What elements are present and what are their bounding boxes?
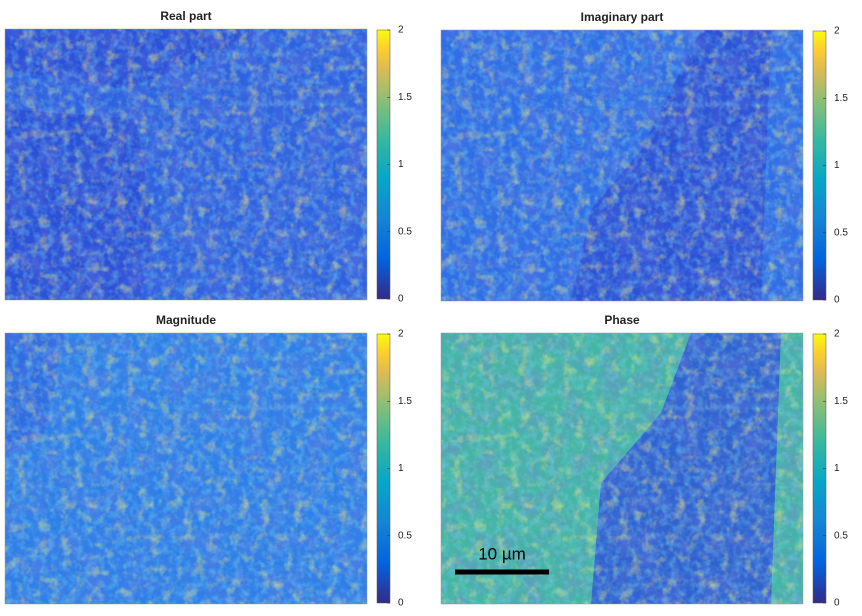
panel-title: Imaginary part	[581, 10, 664, 24]
image-frame	[4, 28, 368, 301]
image-frame	[440, 29, 804, 302]
colorbar-tick-label: 1	[398, 159, 404, 170]
colorbar-tick-label: 2	[834, 329, 840, 340]
colorbar-tick-label: 1.5	[398, 92, 412, 103]
colorbar-tick-label: 2	[834, 26, 840, 37]
colorbar-tick-label: 1	[834, 160, 840, 171]
colorbar-tick-label: 1	[398, 463, 404, 474]
colorbar-tick-label: 0	[398, 598, 404, 609]
colorbar-tick-label: 1.5	[834, 396, 848, 407]
image-texture	[5, 333, 367, 604]
image-frame	[4, 332, 368, 605]
image	[440, 29, 804, 302]
colorbar-tick-label: 0.5	[834, 530, 848, 541]
colorbar-tick-label: 2	[398, 329, 404, 340]
panel-title: Magnitude	[156, 313, 216, 327]
panel-title: Real part	[160, 9, 211, 23]
colorbar-tick-label: 0	[834, 598, 840, 609]
image-texture	[441, 333, 803, 604]
colorbar-tick-label: 0	[834, 295, 840, 306]
colorbar-tick-label: 1.5	[398, 396, 412, 407]
colorbar-tick-label: 0.5	[398, 530, 412, 541]
colorbar-tick-label: 0.5	[398, 226, 412, 237]
image-texture	[441, 30, 803, 301]
colorbar-tick-label: 2	[398, 25, 404, 36]
image-texture	[5, 29, 367, 300]
image	[4, 332, 368, 605]
image	[440, 332, 804, 605]
image	[4, 28, 368, 301]
image-frame	[440, 332, 804, 605]
colorbar-tick-label: 1.5	[834, 93, 848, 104]
scale-bar-label: 10 µm	[478, 544, 526, 563]
colorbar-tick-label: 0	[398, 294, 404, 305]
colorbar-tick-label: 1	[834, 463, 840, 474]
colorbar-tick-label: 0.5	[834, 227, 848, 238]
panel-title: Phase	[604, 313, 640, 327]
